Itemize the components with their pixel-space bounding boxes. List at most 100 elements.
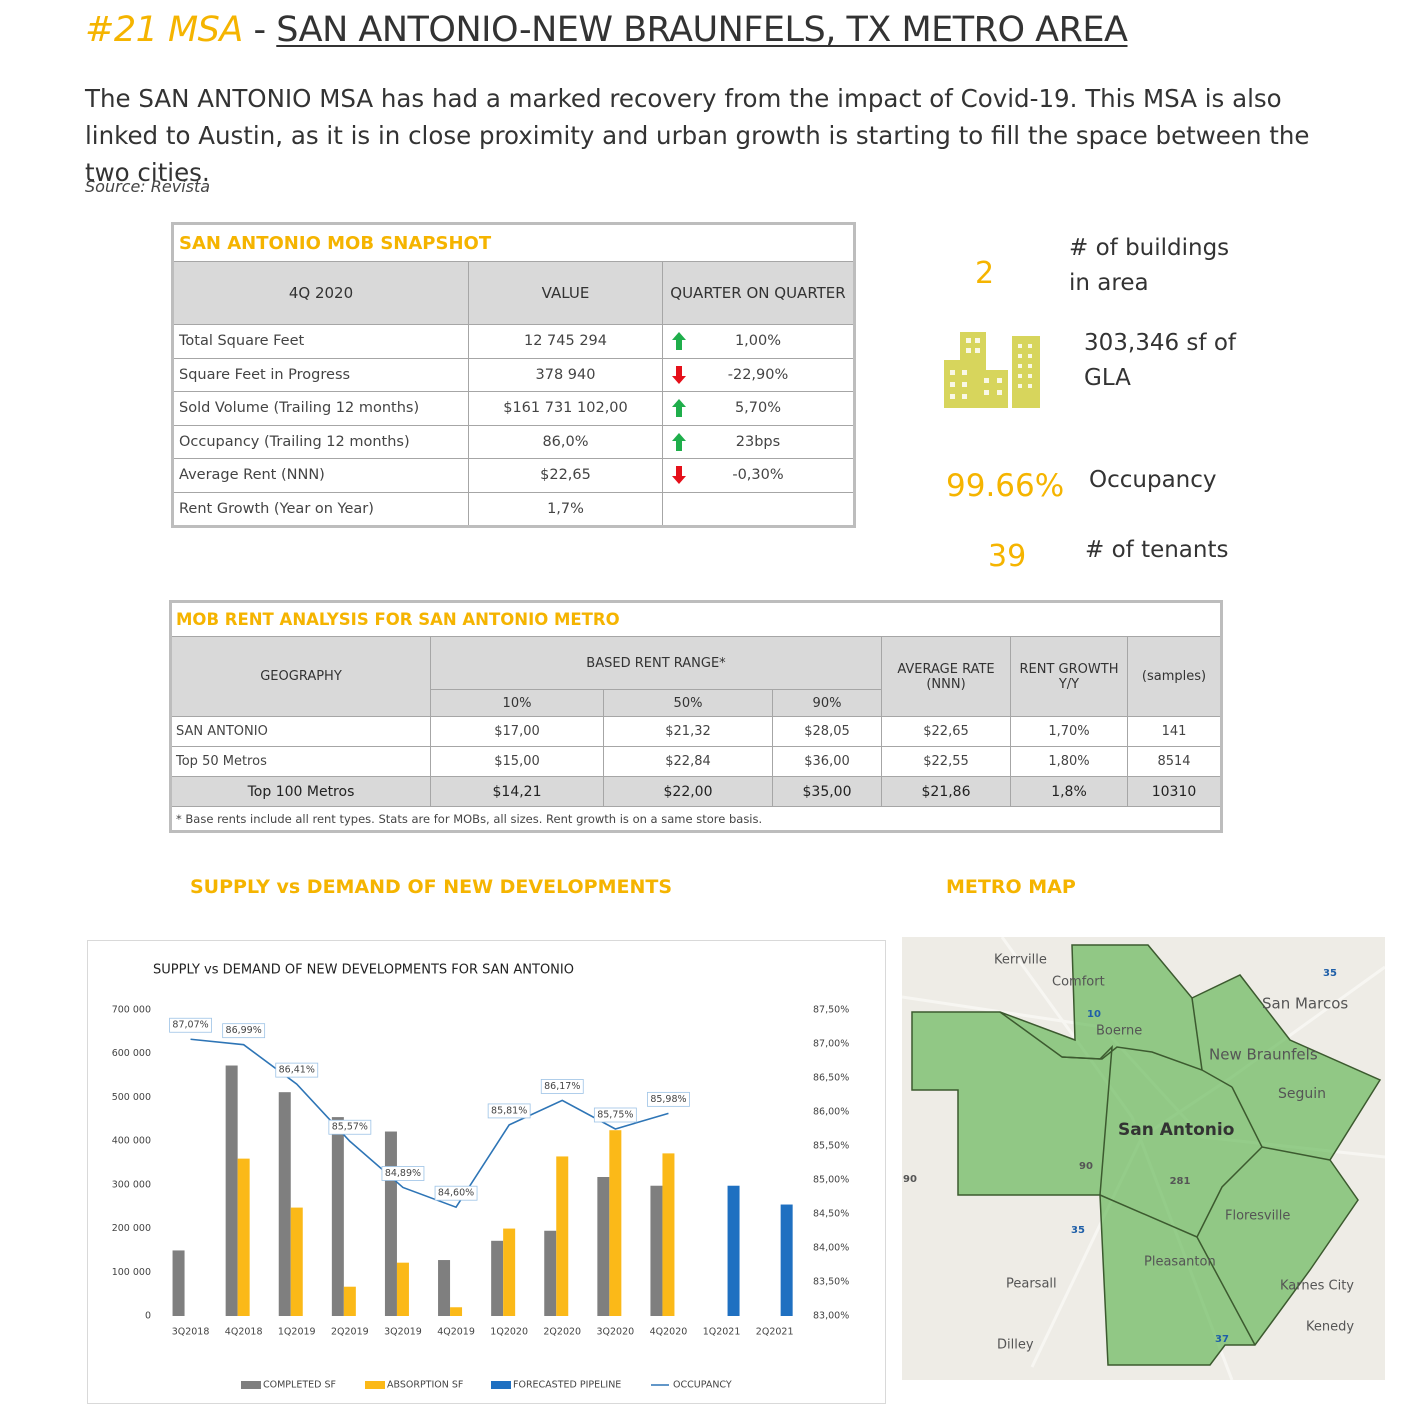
bar <box>491 1240 504 1316</box>
county-area <box>911 944 1382 1366</box>
highway-label: 90 <box>1079 1161 1093 1172</box>
highlight-label: # of buildings in area <box>1069 235 1230 296</box>
arrow-shape <box>672 432 686 451</box>
row-value: 86,0% <box>468 424 663 459</box>
row-value: 378 940 <box>468 357 663 392</box>
table-header: BASED RENT RANGE* <box>430 636 882 690</box>
y2-tick-label: 83,00% <box>813 1311 849 1322</box>
y-tick-label: 100 000 <box>112 1267 151 1278</box>
separator: - <box>253 10 267 50</box>
city-label: Karnes City <box>1280 1279 1354 1294</box>
x-tick-label: 2Q2020 <box>543 1327 581 1338</box>
trend-down-arrow <box>672 365 686 384</box>
data-label-box <box>222 1023 266 1039</box>
change-text: 23bps <box>735 433 781 450</box>
city-label: San Marcos <box>1262 995 1348 1013</box>
bar <box>396 1262 409 1316</box>
data-label-box <box>434 1185 478 1201</box>
highway-label: 37 <box>1215 1334 1229 1345</box>
highway-label: 10 <box>1087 1009 1101 1020</box>
bar <box>503 1228 516 1316</box>
row-label: Total Square Feet <box>172 324 469 359</box>
table-header: QUARTER ON QUARTER <box>662 261 855 325</box>
data-label: 84,89% <box>385 1168 421 1179</box>
city-label: Seguin <box>1278 1086 1326 1102</box>
chart: SUPPLY vs DEMAND OF NEW DEVELOPMENTS FOR… <box>87 940 886 1404</box>
bar <box>172 1250 185 1316</box>
row-value: $22,65 <box>468 458 663 493</box>
data-label: 85,75% <box>597 1110 633 1121</box>
table-cell: SAN ANTONIO <box>170 716 431 747</box>
data-label: 86,99% <box>226 1025 262 1036</box>
legend-label: COMPLETED SF <box>263 1380 336 1391</box>
row-change: 23bps <box>662 424 855 459</box>
y2-tick-label: 84,50% <box>813 1209 849 1220</box>
x-tick-label: 3Q2018 <box>172 1327 210 1338</box>
table-cell: 8514 <box>1127 746 1222 777</box>
highlight-label: # of tenants <box>1085 537 1229 563</box>
y-tick-label: 300 000 <box>112 1179 151 1190</box>
legend-label: ABSORPTION SF <box>387 1380 463 1391</box>
map-labels: Kerrville Comfort Boerne San Marcos New … <box>994 953 1354 1353</box>
bar <box>331 1117 344 1316</box>
change-text: -0,30% <box>732 467 784 484</box>
y2-tick-label: 87,50% <box>813 1005 849 1016</box>
bar <box>556 1156 569 1316</box>
table-cell: Top 50 Metros <box>170 746 431 777</box>
table-row: * Base rents include all rent types. Sta… <box>171 807 1222 832</box>
highway-label: 35 <box>1323 968 1337 979</box>
highlight-label: 303,346 sf of GLA <box>1084 330 1236 391</box>
table-row: Top 100 Metros $14,21 $22,00 $35,00 $21,86 1,… <box>170 776 1222 807</box>
table-header: 50% <box>603 689 773 717</box>
row-label: Sold Volume (Trailing 12 months) <box>172 391 469 426</box>
row-label: Square Feet in Progress <box>172 357 469 392</box>
change-text: 5,70% <box>734 400 782 417</box>
table-cell: $36,00 <box>772 746 882 777</box>
footnote: * Base rents include all rent types. Sta… <box>176 811 763 826</box>
table-cell: 1,70% <box>1010 716 1128 747</box>
y-tick-label: 0 <box>145 1311 151 1322</box>
row-label: Average Rent (NNN) <box>172 458 469 493</box>
table-header: RENT GROWTH Y/Y <box>1010 636 1128 717</box>
bar <box>384 1131 397 1316</box>
highlight-value: 2 <box>975 256 995 291</box>
highlight-value: 39 <box>988 539 1027 574</box>
table-cell: $21,32 <box>603 716 773 747</box>
data-label-box <box>593 1107 637 1123</box>
table-row: Average Rent (NNN) $22,65 -0,30% <box>172 458 855 493</box>
x-tick-label: 2Q2019 <box>331 1327 369 1338</box>
highway-shields: 10 35 90 90 281 35 37 <box>903 968 1337 1345</box>
chart-title: SUPPLY vs DEMAND OF NEW DEVELOPMENTS FOR… <box>153 963 574 978</box>
bar <box>225 1065 238 1316</box>
arrow-shape <box>672 332 686 350</box>
table-title: MOB RENT ANALYSIS FOR SAN ANTONIO METRO <box>170 601 1222 637</box>
row-label: Occupancy (Trailing 12 months) <box>172 424 469 459</box>
arrow-shape <box>672 399 686 417</box>
data-label-box <box>328 1119 372 1135</box>
change-text: -22,90% <box>727 366 789 383</box>
highlight-value: 99.66% <box>946 468 1065 504</box>
section-heading: METRO MAP <box>946 876 1076 898</box>
section-heading: SUPPLY vs DEMAND OF NEW DEVELOPMENTS <box>190 876 673 898</box>
table-cell: $35,00 <box>772 776 882 807</box>
county-borders <box>999 997 1331 1346</box>
table-row: SAN ANTONIO $17,00 $21,32 $28,05 $22,65 1,70%… <box>170 716 1222 747</box>
x-tick-label: 1Q2019 <box>278 1327 316 1338</box>
data-label-box <box>487 1103 531 1119</box>
legend-label: OCCUPANCY <box>673 1380 732 1391</box>
row-change: -0,30% <box>662 458 855 493</box>
row-change <box>662 491 855 527</box>
row-value: 12 745 294 <box>468 324 663 359</box>
table-row: SAN ANTONIO MOB SNAPSHOT <box>172 223 855 262</box>
x-tick-label: 3Q2019 <box>384 1327 422 1338</box>
table-header: 4Q 2020 <box>172 261 469 325</box>
row-value: $161 731 102,00 <box>468 391 663 426</box>
intro: The SAN ANTONIO MSA has had a marked rec… <box>85 84 1310 187</box>
table-header: VALUE <box>468 261 663 325</box>
change-text: 1,00% <box>734 333 782 350</box>
table-cell: 141 <box>1127 716 1222 747</box>
table-cell: $28,05 <box>772 716 882 747</box>
line <box>190 1038 669 1209</box>
row-change: -22,90% <box>662 357 855 392</box>
